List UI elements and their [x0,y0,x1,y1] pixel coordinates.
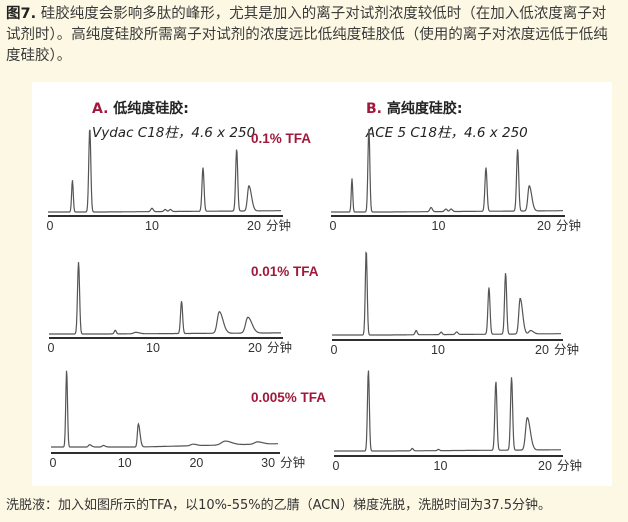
x-axis-unit: 分钟 [267,340,292,355]
chromatogram-trace [48,129,281,213]
column-b-heading: B. 高纯度硅胶: [366,98,462,118]
chromatogram-trace [51,370,278,448]
column-b-letter: B. [366,101,382,117]
tfa-condition-label: 0.005% TFA [251,390,326,405]
figure-caption: 图7. 硅胶纯度会影响多肽的峰形，尤其是加入的离子对试剂浓度较低时（在加入低浓度… [6,4,618,67]
footer-note: 洗脱液：加入如图所示的TFA，以10%-55%的乙腈（ACN）梯度洗脱，洗脱时间… [6,498,552,513]
x-tick-label: 10 [118,456,132,470]
column-b-subtitle: ACE 5 C18柱，4.6 x 250 [366,125,528,141]
chromatogram-trace [331,128,563,213]
column-a-title: 低纯度硅胶: [113,101,189,117]
x-tick-label: 0 [50,456,57,470]
caption-text: 硅胶纯度会影响多肽的峰形，尤其是加入的离子对试剂浓度较低时（在加入低浓度离子对试… [6,6,608,64]
x-tick-label: 0 [48,341,55,355]
chromatogram-trace [49,262,281,335]
chromatogram-trace [334,370,561,452]
figure-panel [32,82,612,486]
x-tick-label: 10 [434,459,448,473]
chromatogram-trace [332,251,561,336]
column-a-letter: A. [92,101,109,117]
x-tick-label: 10 [145,219,159,233]
x-tick-label: 0 [47,219,54,233]
x-tick-label: 10 [432,219,446,233]
figure-label: 图7. [6,6,37,22]
x-axis-unit: 分钟 [556,218,581,233]
x-tick-label: 0 [331,343,338,357]
x-axis-unit: 分钟 [554,342,579,357]
column-b-title: 高纯度硅胶: [386,101,463,117]
x-axis-unit: 分钟 [266,218,291,233]
x-tick-label: 20 [538,459,552,473]
x-axis-unit: 分钟 [557,458,582,473]
x-tick-label: 0 [333,459,340,473]
x-tick-label: 20 [189,456,203,470]
tfa-condition-label: 0.01% TFA [251,264,319,279]
x-tick-label: 30 [261,456,275,470]
x-axis-unit: 分钟 [280,455,305,470]
column-a-subtitle: Vydac C18柱，4.6 x 250 [92,125,256,141]
x-tick-label: 10 [431,343,445,357]
tfa-condition-label: 0.1% TFA [251,131,311,146]
x-tick-label: 20 [537,219,551,233]
x-tick-label: 0 [330,219,337,233]
x-tick-label: 20 [248,341,262,355]
column-a-heading: A. 低纯度硅胶: [92,98,189,118]
x-tick-label: 10 [146,341,160,355]
x-tick-label: 20 [247,219,261,233]
x-tick-label: 20 [535,343,549,357]
